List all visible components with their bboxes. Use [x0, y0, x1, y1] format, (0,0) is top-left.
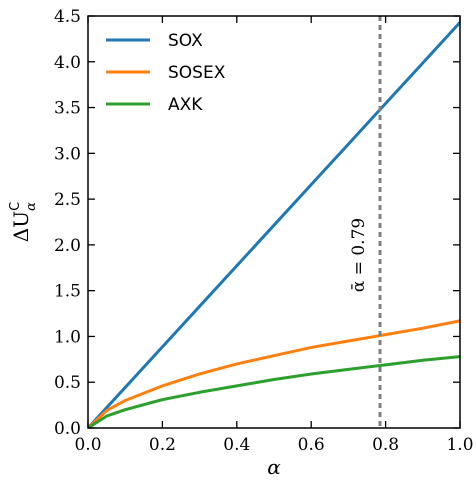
alpha-bar-label: ᾱ = 0.79 — [349, 218, 369, 292]
legend-label-axk: AXK — [168, 95, 203, 115]
y-axis-title-sup: C — [8, 202, 23, 211]
ticks-layer — [87, 15, 461, 429]
x-tick-label: 0.2 — [149, 435, 176, 455]
series-layer — [88, 21, 460, 428]
y-axis-title-main: ΔU — [9, 211, 33, 242]
plot-frame — [87, 15, 461, 429]
y-tick-label: 0.0 — [54, 419, 81, 439]
y-tick-label: 0.5 — [54, 373, 81, 393]
y-tick-label: 2.0 — [54, 236, 81, 256]
y-tick-label: 1.0 — [54, 327, 81, 347]
series-line-sosex — [88, 319, 460, 428]
legend-label-sox: SOX — [168, 31, 203, 51]
x-tick-label: 0.6 — [298, 435, 325, 455]
y-tick-label: 2.5 — [54, 190, 81, 210]
x-tick-label: 0.0 — [74, 435, 101, 455]
labels-layer: 0.0 0.2 0.4 0.6 0.8 1.0 0.0 0.5 1.0 1.5 2.0 2.5 3.0 3… — [8, 7, 474, 479]
y-tick-label: 3.0 — [54, 144, 81, 164]
y-tick-label: 3.5 — [54, 99, 81, 119]
series-line-sox — [88, 21, 460, 428]
vline-layer: ᾱ = 0.79 — [349, 16, 382, 428]
y-tick-label: 4.0 — [54, 53, 81, 73]
y-tick-label: 4.5 — [54, 7, 81, 27]
y-axis-title-sub: α — [24, 202, 39, 211]
y-tick-label: 1.5 — [54, 282, 81, 302]
y-axis-title: ΔUCα — [8, 202, 39, 242]
x-tick-label: 1.0 — [446, 435, 473, 455]
x-axis-title: α — [267, 455, 281, 479]
legend-label-sosex: SOSEX — [168, 63, 226, 83]
x-tick-label: 0.8 — [372, 435, 399, 455]
series-line-axk — [88, 355, 460, 428]
x-tick-label: 0.4 — [223, 435, 250, 455]
legend: SOX SOSEX AXK — [106, 31, 226, 115]
